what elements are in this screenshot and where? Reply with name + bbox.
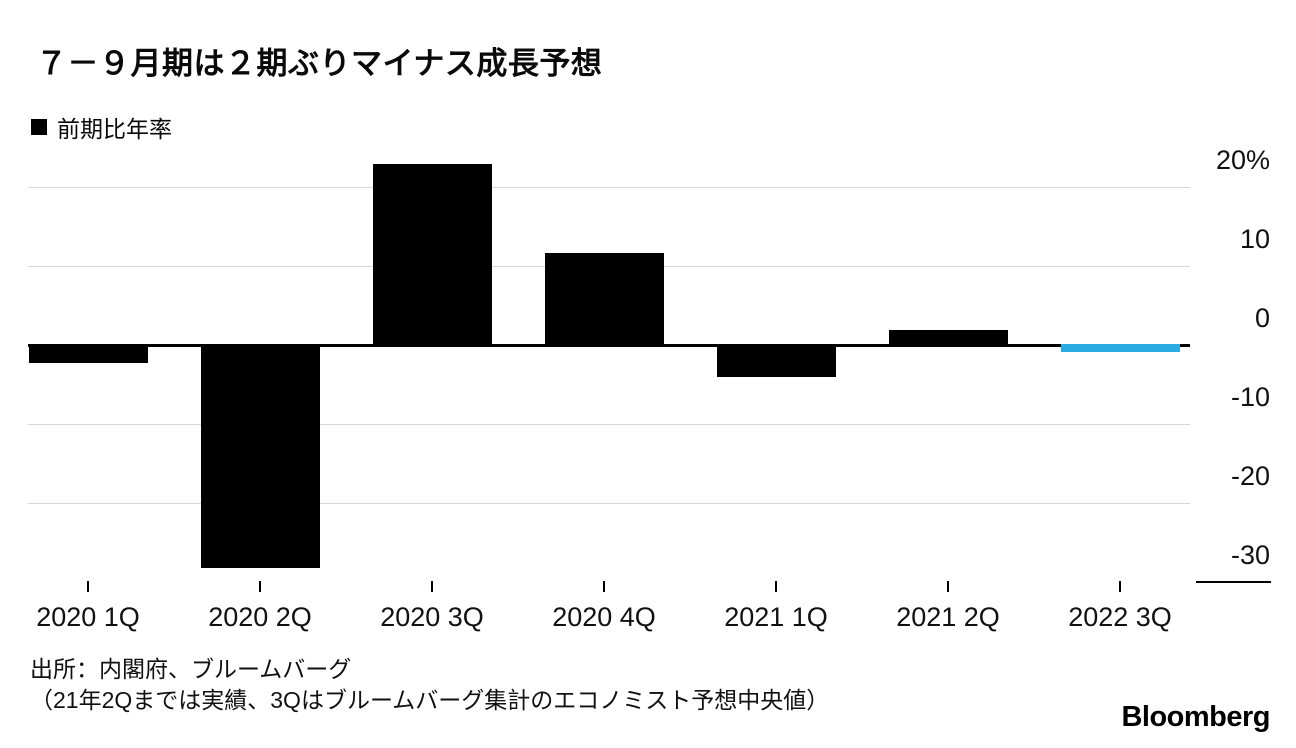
bar <box>28 344 148 363</box>
gridline <box>28 187 1190 188</box>
x-tick <box>947 581 949 592</box>
axis-baseline-right <box>1196 581 1271 583</box>
x-tick <box>259 581 261 592</box>
x-axis-label: 2020 3Q <box>380 602 484 632</box>
y-axis-label: 0 <box>1254 303 1270 333</box>
y-axis-label: -30 <box>1230 540 1270 570</box>
source-line-2: （21年2Qまでは実績、3Qはブルームバーグ集計のエコノミスト予想中央値） <box>30 687 830 713</box>
x-tick <box>775 581 777 592</box>
x-axis-label: 2020 4Q <box>552 602 656 632</box>
y-axis-label: 10 <box>1239 224 1270 254</box>
y-axis-label: 20% <box>1215 145 1270 175</box>
legend-swatch-icon <box>31 119 47 135</box>
x-axis-label: 2020 2Q <box>208 602 312 632</box>
legend: 前期比年率 <box>31 110 172 144</box>
x-axis-label: 2021 1Q <box>724 602 828 632</box>
bar <box>888 329 1008 346</box>
x-tick <box>431 581 433 592</box>
bar <box>372 164 492 346</box>
x-tick <box>87 581 89 592</box>
gridline <box>28 503 1190 504</box>
x-axis-label: 2021 2Q <box>896 602 1000 632</box>
bar <box>1060 344 1180 353</box>
legend-label: 前期比年率 <box>57 116 172 142</box>
bar <box>544 252 664 346</box>
bloomberg-logo: Bloomberg <box>1121 701 1270 733</box>
chart-title: ７－９月期は２期ぶりマイナス成長予想 <box>36 46 603 81</box>
x-tick <box>1119 581 1121 592</box>
bar <box>200 344 320 568</box>
bar <box>716 344 836 377</box>
x-tick <box>603 581 605 592</box>
x-axis-label: 2022 3Q <box>1068 602 1172 632</box>
gridline <box>28 424 1190 425</box>
x-axis-label: 2020 1Q <box>36 602 140 632</box>
y-axis-label: -20 <box>1230 461 1270 491</box>
source-line-1: 出所：内閣府、ブルームバーグ <box>30 656 352 682</box>
y-axis-label: -10 <box>1230 382 1270 412</box>
